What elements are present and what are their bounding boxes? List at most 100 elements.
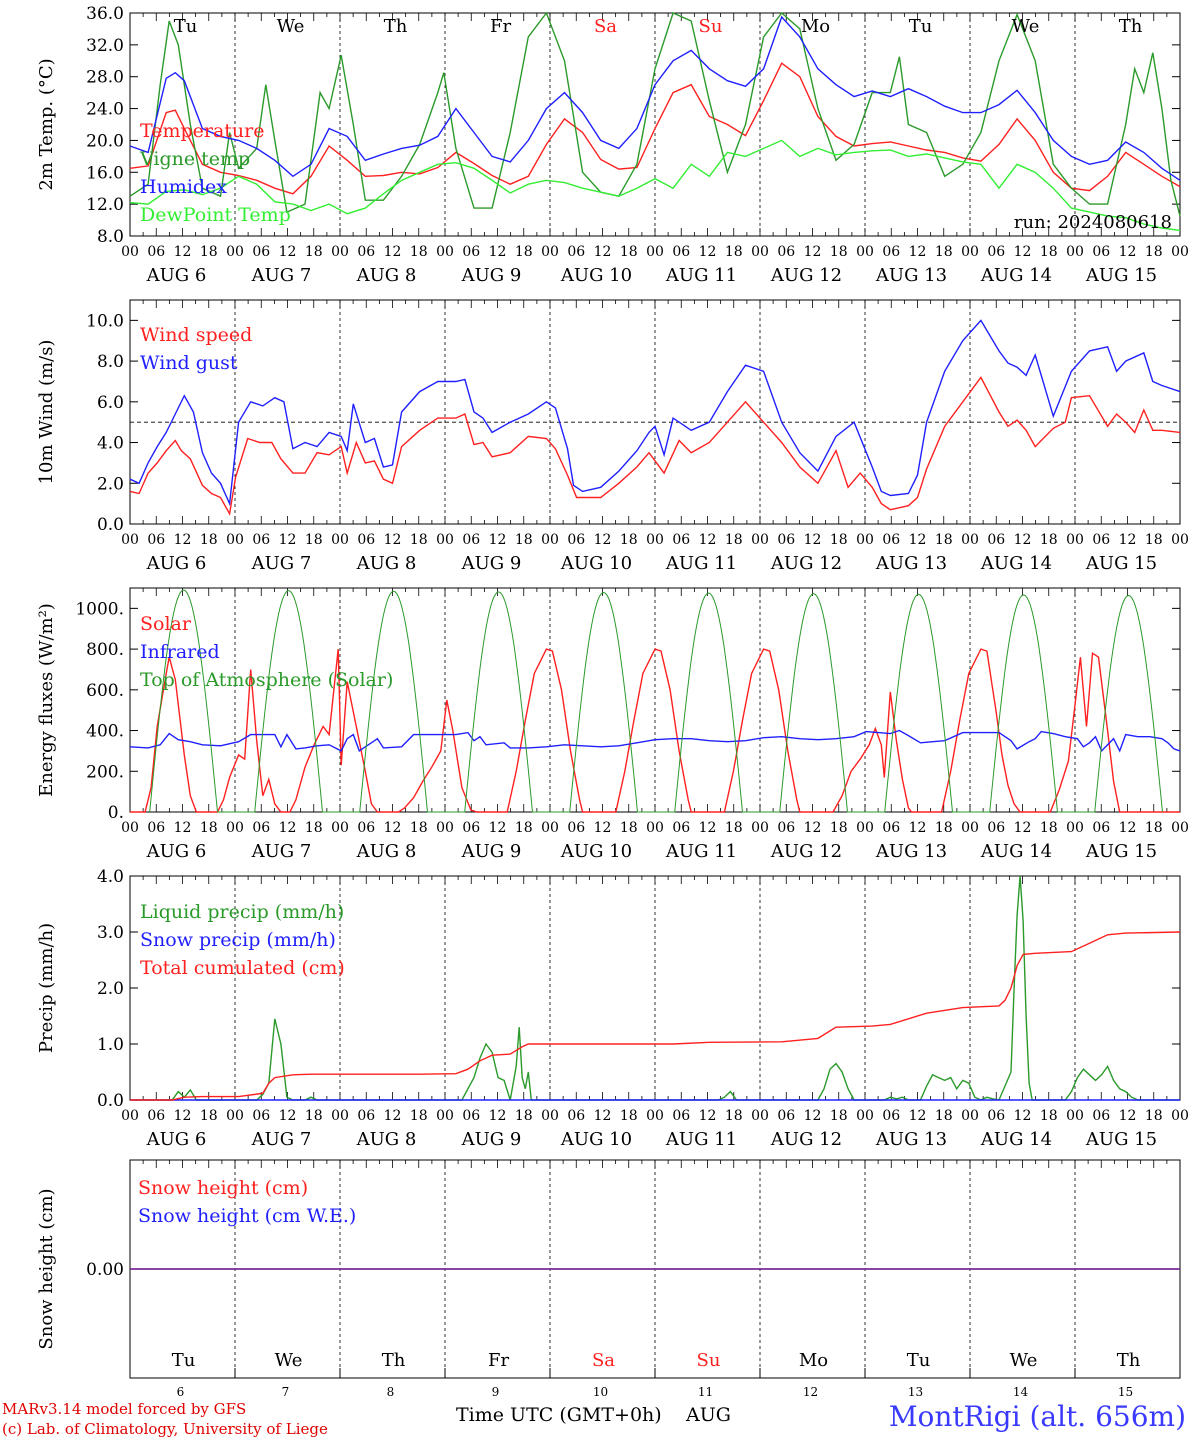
hour-label: 12 [489, 244, 507, 260]
hour-label: 12 [384, 244, 402, 260]
hour-label: 06 [987, 532, 1005, 548]
y-tick-label: 36.0 [86, 4, 124, 24]
date-label: AUG 10 [560, 553, 632, 574]
bottom-day-number: 10 [593, 1385, 608, 1399]
hour-label: 18 [725, 1108, 743, 1124]
series-line-1 [129, 319, 1181, 507]
date-label: AUG 8 [356, 553, 417, 574]
legend-entry: DewPoint Temp [140, 204, 291, 226]
date-label: AUG 14 [980, 265, 1052, 286]
hour-label: 18 [1145, 1108, 1163, 1124]
hour-label: 12 [174, 820, 192, 836]
hour-label: 12 [489, 532, 507, 548]
hour-label: 00 [646, 820, 664, 836]
date-label: AUG 15 [1085, 553, 1157, 574]
legend-entry: Total cumulated (cm) [140, 957, 345, 979]
model-credit: MARv3.14 model forced by GFS [2, 1400, 247, 1418]
bottom-day-number: 7 [282, 1385, 290, 1399]
hour-label: 00 [1066, 532, 1084, 548]
hour-label: 12 [1119, 244, 1137, 260]
y-tick-label: 2.0 [97, 474, 124, 494]
hour-label: 00 [541, 1108, 559, 1124]
legend-entry: Temperature [140, 120, 264, 142]
hour-label: 12 [279, 532, 297, 548]
legend-entry: Top of Atmosphere (Solar) [140, 669, 393, 691]
date-label: AUG 10 [560, 265, 632, 286]
y-tick-label: 200. [86, 762, 124, 782]
hour-label: 06 [1092, 820, 1110, 836]
date-label: AUG 7 [251, 1129, 312, 1150]
x-axis-month: AUG [686, 1404, 731, 1426]
y-tick-label: 600. [86, 681, 124, 701]
hour-label: 06 [882, 532, 900, 548]
y-tick-label: 4.0 [97, 867, 124, 887]
hour-label: 00 [751, 244, 769, 260]
hour-label: 12 [1119, 532, 1137, 548]
legend-entry: Snow precip (mm/h) [140, 929, 336, 951]
hour-label: 12 [699, 244, 717, 260]
station-name: MontRigi (alt. 656m) [888, 1400, 1186, 1433]
hour-label: 18 [305, 244, 323, 260]
hour-label: 00 [961, 820, 979, 836]
hour-label: 06 [777, 1108, 795, 1124]
series-line-2 [129, 15, 1181, 181]
hour-label: 00 [541, 244, 559, 260]
hour-label: 06 [777, 244, 795, 260]
hour-label: 06 [252, 1108, 270, 1124]
top-day-label: Th [384, 16, 408, 37]
hour-label: 18 [1145, 244, 1163, 260]
hour-label: 00 [331, 532, 349, 548]
top-day-label: Sa [594, 16, 617, 37]
y-tick-label: 0.0 [97, 515, 124, 535]
hour-label: 18 [935, 820, 953, 836]
hour-label: 12 [279, 820, 297, 836]
hour-label: 00 [646, 1108, 664, 1124]
date-label: AUG 7 [251, 841, 312, 862]
hour-label: 06 [462, 1108, 480, 1124]
hour-label: 12 [699, 532, 717, 548]
hour-label: 06 [567, 532, 585, 548]
hour-label: 00 [121, 244, 139, 260]
hour-label: 12 [1119, 820, 1137, 836]
hour-label: 06 [147, 820, 165, 836]
legend-entry: Vigne temp [139, 148, 250, 170]
hour-label: 00 [961, 1108, 979, 1124]
hour-label: 00 [436, 1108, 454, 1124]
date-label: AUG 7 [251, 265, 312, 286]
date-label: AUG 12 [770, 265, 842, 286]
hour-label: 06 [777, 532, 795, 548]
date-label: AUG 11 [665, 553, 737, 574]
y-tick-label: 20.0 [86, 131, 124, 151]
hour-label: 12 [804, 1108, 822, 1124]
y-tick-label: 400. [86, 722, 124, 742]
hour-label: 12 [699, 820, 717, 836]
hour-label: 18 [410, 244, 428, 260]
panel-frame [129, 587, 1181, 813]
hour-label: 12 [909, 532, 927, 548]
hour-label: 18 [620, 244, 638, 260]
y-axis-label: Energy fluxes (W/m²) [36, 603, 57, 797]
y-tick-label: 0.0 [97, 1091, 124, 1111]
hour-label: 06 [252, 820, 270, 836]
series-line-1 [129, 729, 1181, 753]
hour-label: 00 [226, 820, 244, 836]
hour-label: 06 [1092, 532, 1110, 548]
legend-entry: Wind gust [140, 352, 238, 374]
hour-label: 18 [200, 1108, 218, 1124]
hour-label: 18 [830, 1108, 848, 1124]
hour-label: 00 [751, 532, 769, 548]
series-line-0 [129, 62, 1181, 195]
hour-label: 18 [1040, 1108, 1058, 1124]
hour-label: 18 [935, 532, 953, 548]
hour-label: 18 [830, 244, 848, 260]
date-label: AUG 14 [980, 1129, 1052, 1150]
bottom-day-number: 14 [1013, 1385, 1029, 1399]
y-tick-label: 2.0 [97, 979, 124, 999]
bottom-day-number: 12 [803, 1385, 818, 1399]
bottom-day-number: 6 [177, 1385, 185, 1399]
series-line-2 [130, 931, 1181, 1101]
hour-label: 06 [777, 820, 795, 836]
hour-label: 00 [331, 1108, 349, 1124]
hour-label: 00 [751, 820, 769, 836]
hour-label: 18 [1040, 244, 1058, 260]
